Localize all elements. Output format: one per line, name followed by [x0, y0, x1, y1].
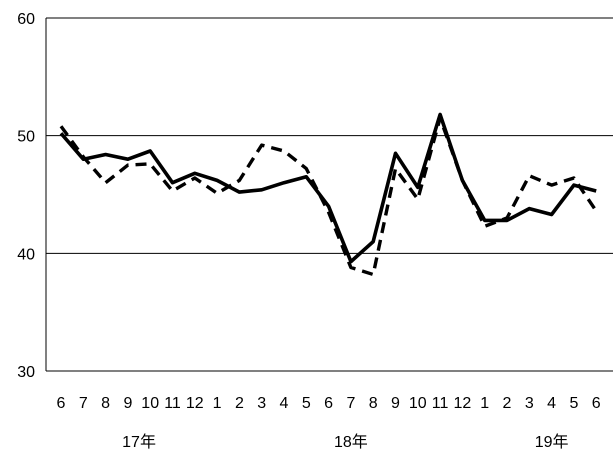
- y-tick-label: 40: [17, 246, 35, 263]
- y-tick-label: 60: [17, 11, 35, 28]
- x-tick-label: 12: [454, 395, 472, 412]
- x-tick-label: 11: [432, 395, 449, 412]
- x-tick-label: 11: [164, 395, 181, 412]
- y-axis-tick-labels: 30 40 50 60: [17, 11, 35, 381]
- x-tick-label: 2: [235, 395, 244, 412]
- x-tick-label: 7: [79, 395, 88, 412]
- x-tick-label: 7: [346, 395, 355, 412]
- x-tick-label: 4: [547, 395, 556, 412]
- x-tick-label: 6: [592, 395, 601, 412]
- x-tick-label: 1: [213, 395, 222, 412]
- x-tick-label: 9: [391, 395, 400, 412]
- series-dashed-line: [59, 116, 598, 277]
- year-label: 17年: [122, 433, 156, 451]
- year-labels: 17年 18年 19年: [122, 433, 568, 451]
- x-axis-tick-labels: 6 7 8 9 10 11 12 1 2 3 4 5 6 7 8 9 10 11 12 1 2 3 4 5 6: [57, 395, 601, 412]
- x-tick-label: 4: [280, 395, 289, 412]
- series-lines: [59, 112, 598, 277]
- x-tick-label: 6: [324, 395, 333, 412]
- x-tick-label: 5: [302, 395, 311, 412]
- x-tick-label: 3: [525, 395, 534, 412]
- x-tick-label: 10: [141, 395, 159, 412]
- y-tick-label: 50: [17, 129, 35, 146]
- series-solid-line: [59, 112, 597, 264]
- x-tick-label: 9: [123, 395, 132, 412]
- year-label: 19年: [535, 433, 569, 451]
- gridlines: [45, 17, 613, 372]
- x-tick-label: 8: [369, 395, 378, 412]
- year-label: 18年: [334, 433, 368, 451]
- x-tick-label: 5: [569, 395, 578, 412]
- x-tick-label: 8: [101, 395, 110, 412]
- x-tick-label: 10: [409, 395, 427, 412]
- x-tick-label: 12: [186, 395, 204, 412]
- x-tick-label: 6: [57, 395, 66, 412]
- x-tick-label: 3: [257, 395, 266, 412]
- x-tick-label: 2: [503, 395, 512, 412]
- x-tick-label: 1: [480, 395, 489, 412]
- y-tick-label: 30: [17, 364, 35, 381]
